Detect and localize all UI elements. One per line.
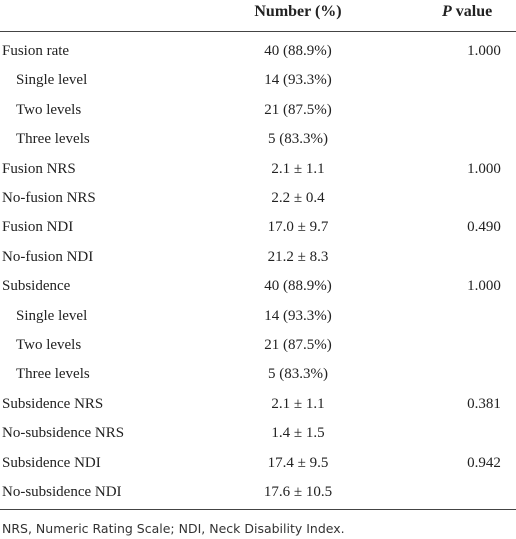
number-cell: 40 (88.9%) (264, 278, 332, 295)
number-cell: 14 (93.3%) (264, 72, 332, 89)
row-label: Three levels (16, 366, 90, 383)
number-cell: 17.0 ± 9.7 (267, 219, 329, 236)
row-label: Single level (16, 72, 88, 89)
p-value-cell: 0.490 (467, 219, 501, 236)
number-cell: 2.2 ± 0.4 (271, 190, 325, 206)
p-symbol: P (442, 3, 452, 20)
p-value-cell: 0.942 (467, 454, 501, 471)
row-label: Two levels (16, 337, 82, 353)
number-cell: 1.4 ± 1.5 (271, 425, 325, 442)
number-cell: 40 (88.9%) (264, 43, 332, 59)
row-label: Subsidence (2, 278, 71, 295)
number-cell: 5 (83.3%) (268, 131, 328, 148)
row-label: Two levels (16, 101, 82, 118)
p-value-cell: 1.000 (467, 43, 501, 59)
footnote: NRS, Numeric Rating Scale; NDI, Neck Dis… (2, 521, 345, 536)
row-label: Fusion NDI (2, 219, 74, 236)
bottom-rule (0, 509, 516, 510)
row-label: No-fusion NRS (2, 190, 96, 206)
column-header: Number (%) (254, 3, 342, 20)
number-cell: 2.1 ± 1.1 (271, 395, 325, 412)
p-value-cell: 0.381 (467, 395, 501, 412)
row-label: Single level (16, 307, 88, 324)
number-cell: 21 (87.5%) (264, 337, 332, 353)
column-header: P value (442, 3, 492, 21)
row-label: Subsidence NRS (2, 395, 104, 412)
number-cell: 14 (93.3%) (264, 307, 332, 324)
number-cell: 5 (83.3%) (268, 366, 328, 383)
number-cell: 2.1 ± 1.1 (271, 160, 325, 177)
header-rule (0, 31, 516, 32)
row-label: No-subsidence NRS (2, 425, 125, 442)
p-value-cell: 1.000 (467, 278, 501, 295)
number-cell: 21.2 ± 8.3 (267, 248, 329, 265)
row-label: Subsidence NDI (2, 454, 101, 471)
row-label: No-fusion NDI (2, 248, 94, 265)
number-cell: 21 (87.5%) (264, 101, 332, 118)
row-label: Three levels (16, 131, 90, 148)
p-value-cell: 1.000 (467, 160, 501, 177)
number-cell: 17.4 ± 9.5 (267, 454, 329, 471)
row-label: No-subsidence NDI (2, 484, 122, 500)
number-cell: 17.6 ± 10.5 (263, 484, 333, 500)
row-label: Fusion rate (2, 43, 70, 59)
p-header-rest: value (455, 3, 493, 20)
row-label: Fusion NRS (2, 160, 76, 177)
